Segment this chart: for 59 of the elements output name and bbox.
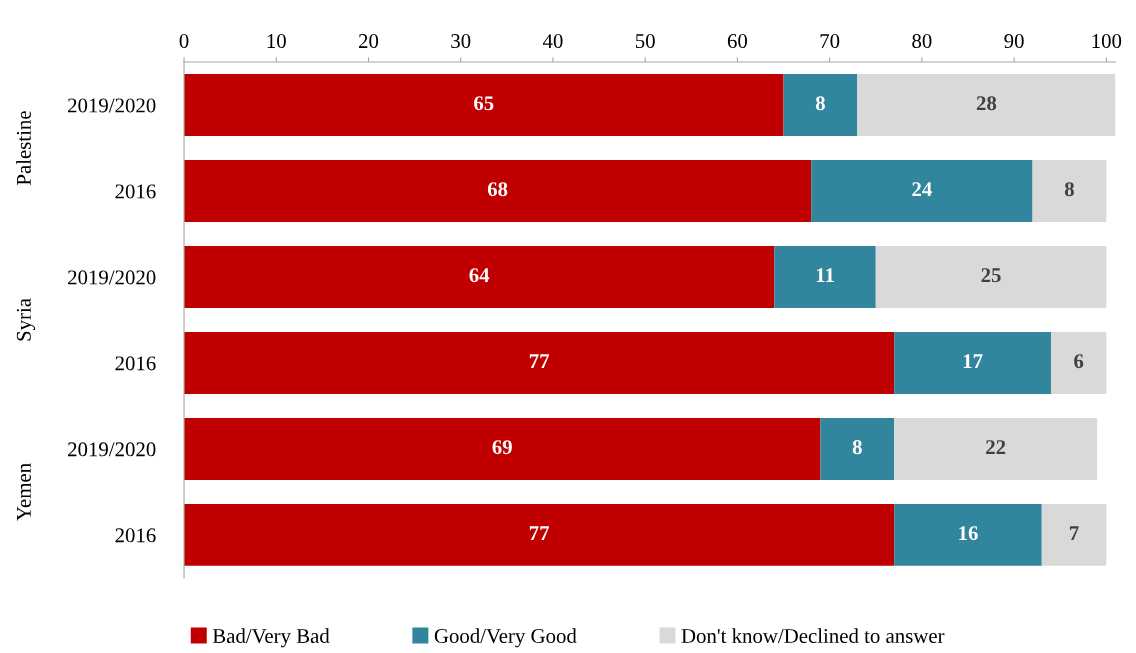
bar	[783, 74, 858, 136]
data-label: 11	[816, 268, 834, 282]
bar	[1050, 332, 1107, 394]
bar	[184, 74, 784, 136]
data-label: 8	[815, 96, 825, 111]
y-tick-label: 2019/2020	[68, 442, 156, 457]
y-tick-label: 2019/2020	[68, 98, 156, 113]
x-tick-label: 50	[635, 34, 655, 49]
legend-label: Don't know/Declined to answer	[681, 628, 945, 644]
x-tick-label: 0	[179, 34, 189, 49]
text: Palestine	[16, 111, 31, 186]
bar	[875, 246, 1107, 308]
data-label: 22	[986, 440, 1006, 454]
x-tick-label: 60	[727, 34, 748, 49]
y-tick-label: 2019/2020	[68, 270, 156, 285]
x-tick-label: 90	[1004, 34, 1024, 49]
data-label: 8	[852, 440, 862, 455]
bar	[184, 332, 895, 394]
data-label: 17	[963, 354, 983, 368]
x-tick-label: 100	[1092, 34, 1122, 49]
bar	[857, 74, 1116, 136]
data-label: 65	[474, 96, 494, 111]
bar	[184, 246, 775, 308]
bar	[184, 160, 812, 222]
data-label: 28	[976, 96, 997, 111]
data-label: 7	[1070, 526, 1079, 540]
x-tick-label: 80	[912, 34, 932, 49]
y-tick-label: 2016	[115, 356, 156, 371]
bar	[184, 417, 821, 480]
x-tick-label: 40	[542, 34, 563, 49]
data-label: 6	[1074, 354, 1084, 369]
data-label: 69	[492, 440, 512, 455]
data-label: 8	[1064, 182, 1074, 197]
data-label: 16	[959, 526, 978, 541]
y-tick-label: 2016	[115, 528, 156, 543]
bar	[811, 160, 1033, 222]
bar	[774, 246, 876, 308]
data-label: 25	[981, 268, 1001, 283]
x-tick-label: 10	[267, 34, 286, 49]
bar	[894, 417, 1098, 480]
x-tick-label: 30	[451, 34, 471, 49]
text: Yemen	[17, 463, 31, 521]
bar	[1041, 503, 1107, 566]
bar	[820, 417, 895, 480]
bar	[894, 332, 1051, 394]
data-label: 64	[469, 268, 490, 283]
bar	[1032, 160, 1107, 222]
data-label: 68	[487, 182, 508, 197]
x-tick-label: 70	[820, 34, 840, 49]
text: Syria	[16, 298, 36, 341]
data-label: 77	[529, 354, 550, 368]
bar	[184, 503, 895, 566]
y-tick-label: 2016	[115, 184, 156, 199]
legend-label: Bad/Very Bad	[212, 628, 330, 648]
bar	[894, 503, 1042, 566]
x-tick-label: 20	[358, 34, 379, 49]
data-label: 77	[529, 526, 550, 540]
legend-label: Good/Very Good	[434, 628, 577, 648]
data-label: 24	[912, 182, 932, 197]
